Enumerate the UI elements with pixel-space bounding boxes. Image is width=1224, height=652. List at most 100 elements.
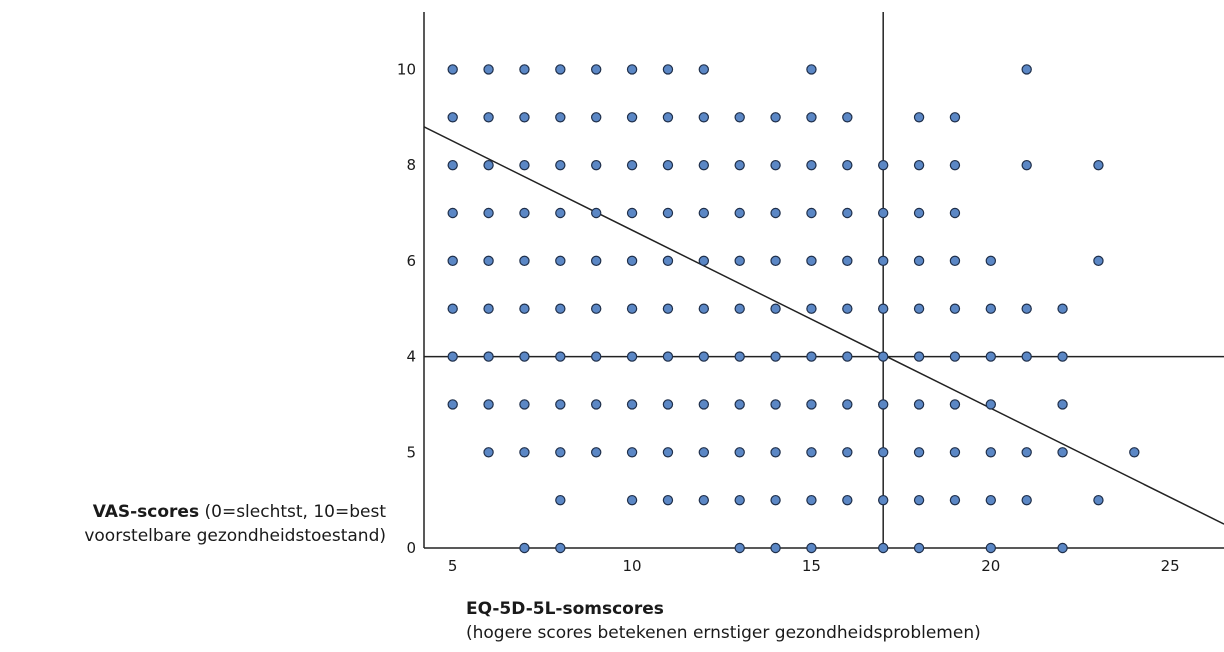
data-point <box>1057 542 1068 554</box>
data-point <box>770 542 781 554</box>
data-point <box>1057 399 1068 410</box>
data-point <box>483 159 494 171</box>
data-point <box>483 303 494 314</box>
data-point <box>626 207 638 219</box>
data-point <box>1057 351 1068 362</box>
data-point <box>842 494 853 506</box>
data-point <box>1021 447 1032 458</box>
y-tick-label: 10 <box>397 60 416 78</box>
data-point <box>734 159 745 171</box>
data-point <box>483 399 494 410</box>
data-point <box>555 207 566 219</box>
data-point <box>806 399 817 410</box>
data-point <box>483 207 494 219</box>
y-tick-label: 0 <box>406 539 416 557</box>
data-point <box>806 255 817 267</box>
data-point <box>519 112 530 123</box>
data-point <box>626 494 638 506</box>
data-point <box>447 399 458 410</box>
y-axis-sub-line2: voorstelbare gezondheidstoestand) <box>84 526 386 546</box>
data-point <box>770 112 781 123</box>
data-point <box>913 447 925 458</box>
data-point <box>842 159 853 171</box>
data-point <box>626 303 638 314</box>
x-axis-sub: (hogere scores betekenen ernstiger gezon… <box>466 623 981 643</box>
data-point <box>555 494 566 506</box>
data-point <box>770 494 781 506</box>
y-axis-sub-line1: (0=slechtst, 10=best <box>204 502 387 522</box>
data-point <box>913 351 925 362</box>
data-point <box>806 542 817 554</box>
data-point <box>555 351 566 362</box>
data-point <box>877 159 889 171</box>
data-point <box>877 351 889 362</box>
data-point <box>877 255 889 267</box>
data-point <box>806 351 817 362</box>
data-point <box>913 207 925 219</box>
data-point <box>662 303 674 314</box>
data-point <box>698 207 710 219</box>
data-point <box>519 64 530 75</box>
data-point <box>877 494 889 506</box>
data-point <box>985 494 997 506</box>
data-point <box>447 255 458 267</box>
data-point <box>985 399 997 410</box>
data-point <box>770 399 781 410</box>
data-point <box>842 207 853 219</box>
data-point <box>770 447 781 458</box>
data-point <box>985 255 997 267</box>
data-point <box>949 399 961 410</box>
data-point <box>698 494 710 506</box>
data-point <box>698 112 710 123</box>
data-point <box>877 399 889 410</box>
data-point <box>877 207 889 219</box>
data-point <box>483 255 494 267</box>
data-point <box>698 447 710 458</box>
data-point <box>842 112 853 123</box>
data-point <box>734 207 745 219</box>
data-point <box>519 207 530 219</box>
data-point <box>1021 351 1032 362</box>
data-point <box>626 159 638 171</box>
data-point <box>949 351 961 362</box>
data-point <box>590 207 602 219</box>
data-point <box>519 399 530 410</box>
data-point <box>555 64 566 75</box>
data-point <box>1057 303 1068 314</box>
data-point <box>555 255 566 267</box>
data-point <box>698 303 710 314</box>
data-point <box>734 255 745 267</box>
data-point <box>877 542 889 554</box>
data-point <box>949 159 961 171</box>
data-point <box>913 255 925 267</box>
data-point <box>734 494 745 506</box>
data-point <box>734 351 745 362</box>
y-axis-label: VAS-scores <box>92 502 200 522</box>
data-point <box>913 112 925 123</box>
data-point <box>1021 64 1032 75</box>
data-point <box>806 494 817 506</box>
data-point <box>949 494 961 506</box>
data-point <box>698 255 710 267</box>
data-point <box>734 112 745 123</box>
data-point <box>734 399 745 410</box>
data-point <box>913 399 925 410</box>
data-point <box>626 112 638 123</box>
data-point <box>662 447 674 458</box>
x-tick-label: 25 <box>1161 557 1180 575</box>
data-point <box>519 303 530 314</box>
data-point <box>806 303 817 314</box>
regression-line <box>423 126 1224 525</box>
data-point <box>949 112 961 123</box>
data-point <box>913 494 925 506</box>
data-point <box>949 303 961 314</box>
data-point <box>770 159 781 171</box>
data-point <box>698 159 710 171</box>
data-point <box>913 159 925 171</box>
data-point <box>626 447 638 458</box>
data-point <box>590 447 602 458</box>
data-point <box>913 303 925 314</box>
data-point <box>842 399 853 410</box>
data-point <box>734 542 745 554</box>
y-tick-label: 8 <box>406 156 416 174</box>
